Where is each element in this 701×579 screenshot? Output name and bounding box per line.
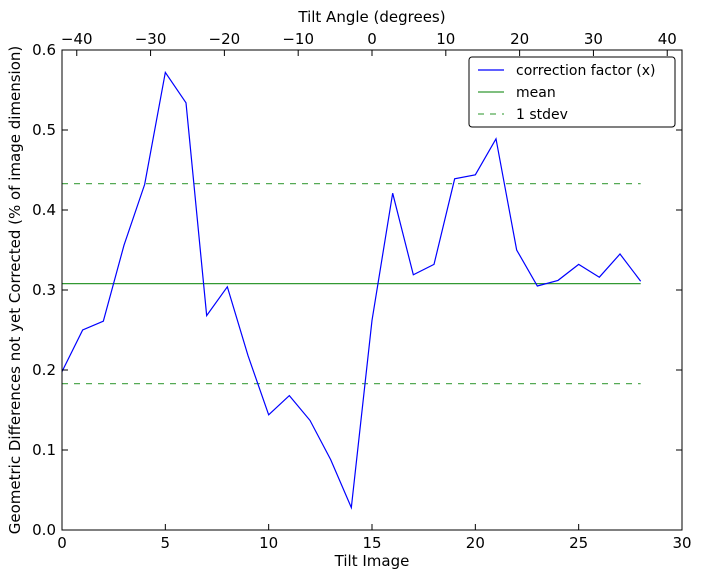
y-axis-title: Geometric Differences not yet Corrected … <box>6 46 24 535</box>
y-tick-label: 0.3 <box>32 281 56 299</box>
top-tick-label: 0 <box>367 30 377 48</box>
top-tick-label: −40 <box>61 30 93 48</box>
x-tick-label: 5 <box>161 534 171 552</box>
series-line-0 <box>61 70 642 510</box>
x-tick-label: 10 <box>259 534 278 552</box>
top-axis-title: Tilt Angle (degrees) <box>297 8 445 26</box>
legend: correction factor (x) mean 1 stdev <box>468 56 676 128</box>
ticks-layer: 0 5 10 15 20 25 30 0.0 0.1 0.2 0.3 0.4 0.5 0.6 −40 −30 −… <box>32 30 691 552</box>
x-tick-label: 0 <box>57 534 67 552</box>
top-tick-label: 10 <box>436 30 455 48</box>
legend-label-stdev: 1 stdev <box>516 107 568 123</box>
y-tick-label: 0.0 <box>32 521 56 539</box>
y-tick-label: 0.1 <box>32 441 56 459</box>
x-tick-label: 15 <box>362 534 381 552</box>
top-tick-label: 20 <box>510 30 529 48</box>
x-axis-title: Tilt Image <box>334 552 410 570</box>
legend-label-correction-factor: correction factor (x) <box>516 63 655 79</box>
y-tick-label: 0.6 <box>32 41 56 59</box>
x-tick-label: 20 <box>466 534 485 552</box>
y-tick-label: 0.4 <box>32 201 56 219</box>
y-tick-label: 0.5 <box>32 121 56 139</box>
x-tick-label: 25 <box>569 534 588 552</box>
top-tick-label: −10 <box>282 30 314 48</box>
top-tick-label: 40 <box>658 30 677 48</box>
top-tick-label: −20 <box>209 30 241 48</box>
series-layer <box>61 70 642 510</box>
y-tick-label: 0.2 <box>32 361 56 379</box>
top-tick-label: −30 <box>135 30 167 48</box>
legend-box <box>468 56 676 128</box>
x-tick-label: 30 <box>672 534 691 552</box>
top-tick-label: 30 <box>584 30 603 48</box>
legend-label-mean: mean <box>516 85 556 101</box>
